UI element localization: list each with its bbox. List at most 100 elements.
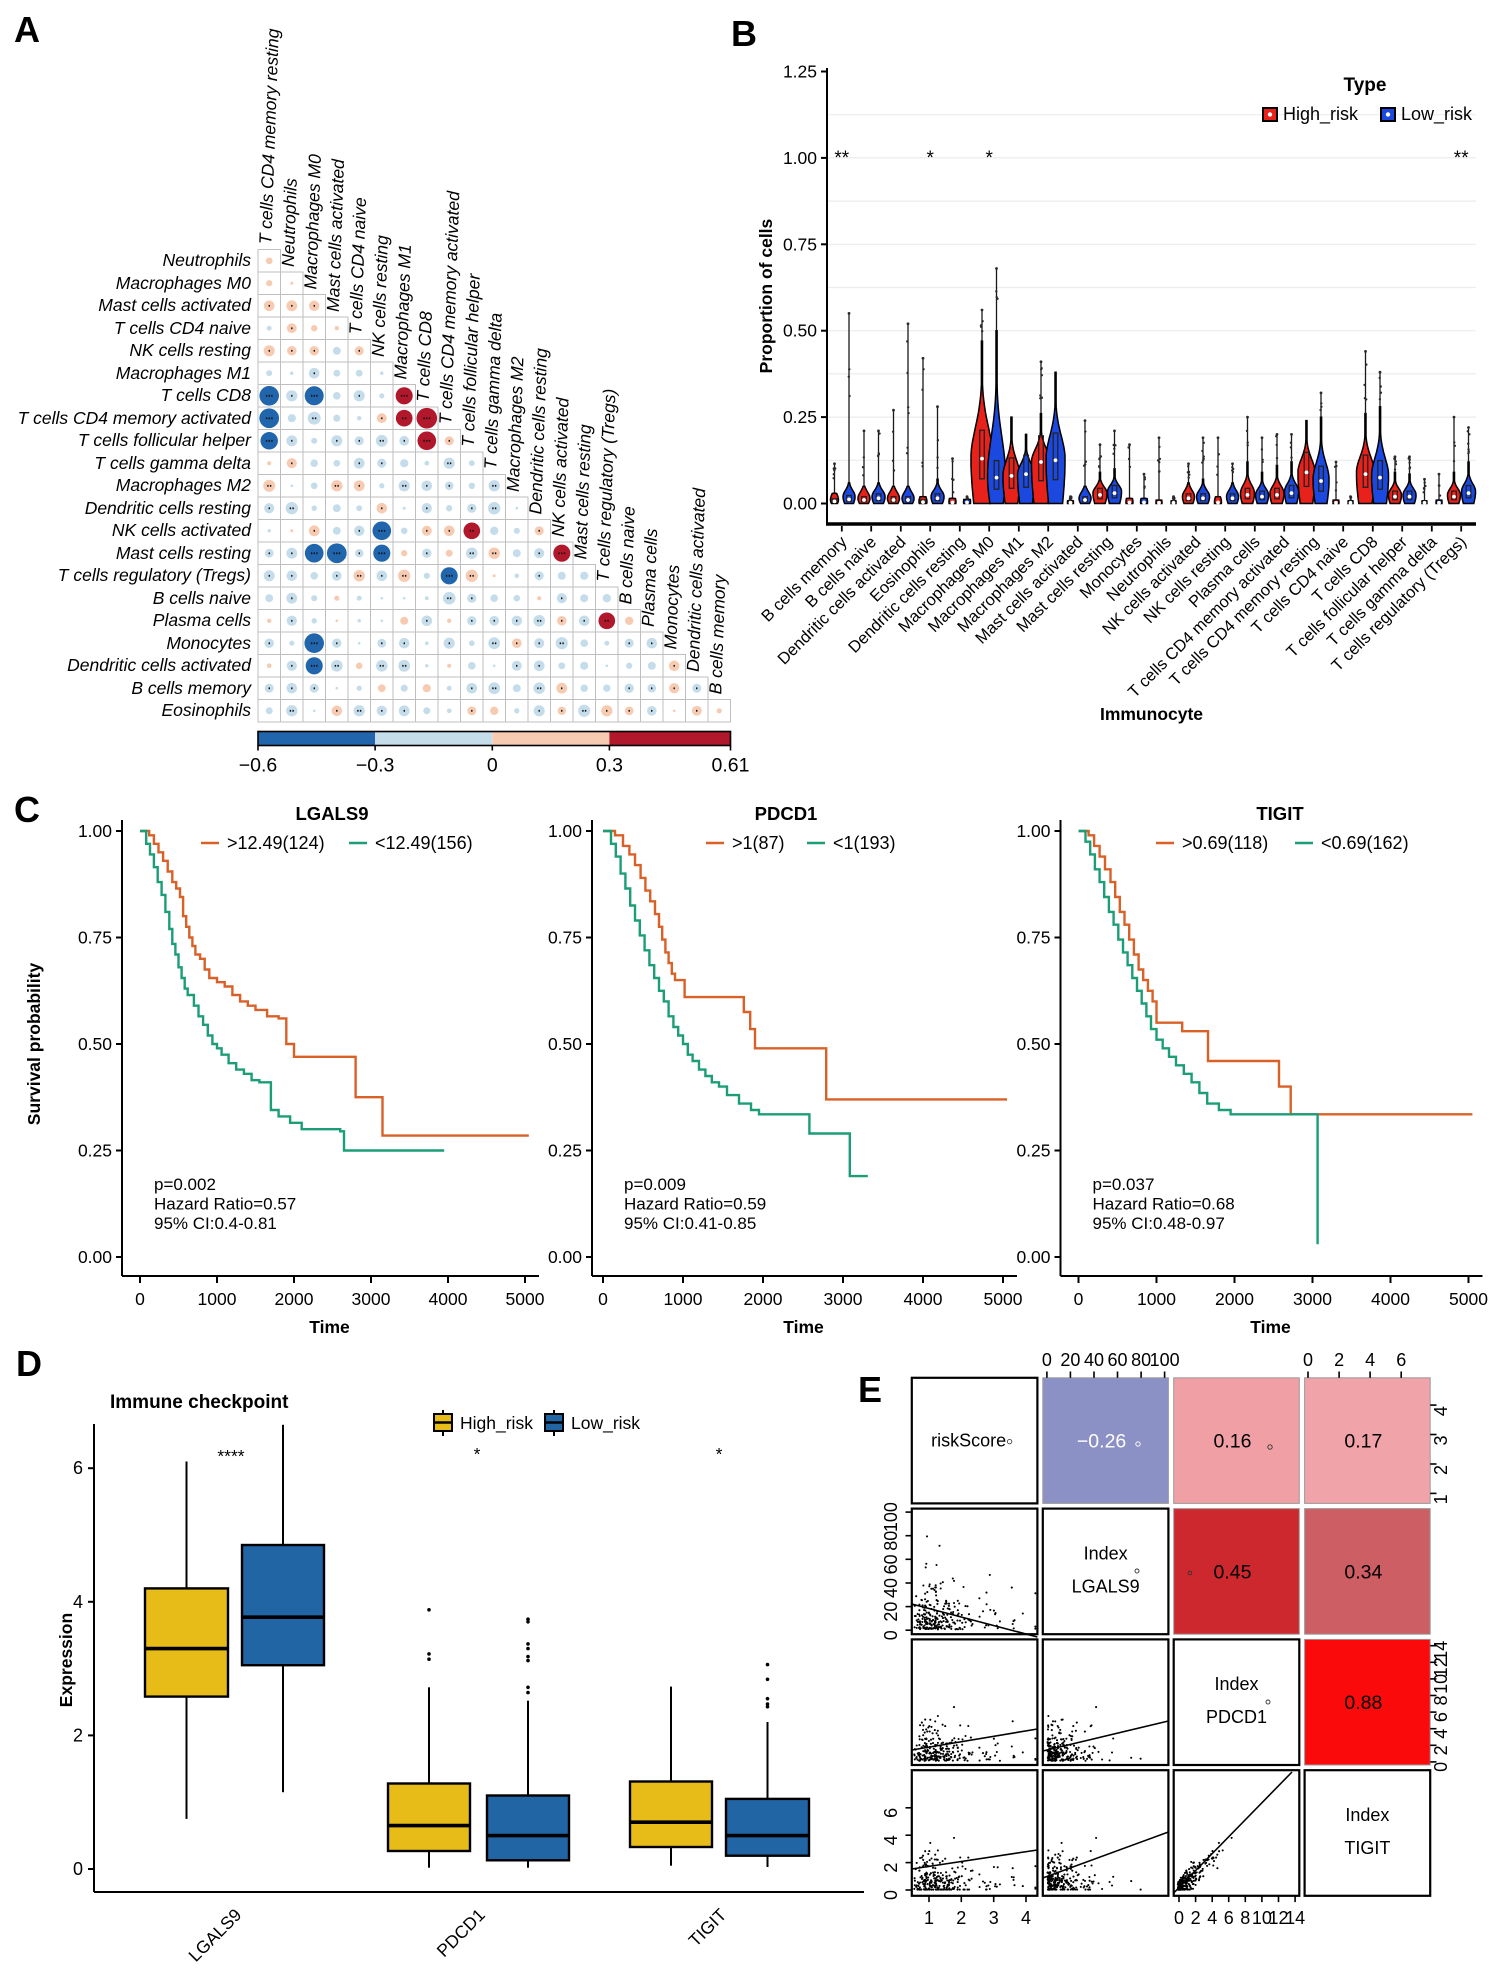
svg-text:PDCD1: PDCD1 bbox=[1206, 1707, 1267, 1727]
svg-text:Index: Index bbox=[1214, 1674, 1258, 1694]
svg-text:40: 40 bbox=[1084, 1350, 1104, 1370]
svg-text:0.25: 0.25 bbox=[1016, 1141, 1050, 1161]
svg-text:2000: 2000 bbox=[744, 1289, 783, 1309]
svg-text:5000: 5000 bbox=[984, 1289, 1023, 1309]
svg-text:6: 6 bbox=[73, 1458, 83, 1478]
svg-text:Mast cells activated: Mast cells activated bbox=[323, 158, 348, 313]
svg-text:*: * bbox=[716, 1444, 723, 1464]
svg-text:Type: Type bbox=[1344, 75, 1387, 96]
svg-text:0.34: 0.34 bbox=[1344, 1561, 1382, 1583]
svg-text:10: 10 bbox=[1431, 1674, 1451, 1694]
svg-text:0: 0 bbox=[1303, 1350, 1313, 1370]
svg-text:B cells naive: B cells naive bbox=[615, 506, 638, 605]
svg-text:LGALS9: LGALS9 bbox=[1072, 1576, 1140, 1596]
svg-text:10: 10 bbox=[1252, 1908, 1272, 1928]
svg-text:1: 1 bbox=[924, 1908, 934, 1928]
svg-text:14: 14 bbox=[1285, 1908, 1305, 1928]
svg-text:NK cells activated: NK cells activated bbox=[112, 520, 252, 540]
svg-text:Macrophages M2: Macrophages M2 bbox=[503, 356, 528, 492]
svg-text:>1(87): >1(87) bbox=[732, 833, 785, 853]
svg-text:2: 2 bbox=[1431, 1465, 1451, 1475]
svg-text:4: 4 bbox=[1021, 1908, 1031, 1928]
svg-text:Macrophages M2: Macrophages M2 bbox=[116, 475, 251, 495]
svg-text:NK cells resting: NK cells resting bbox=[129, 340, 251, 360]
svg-text:4: 4 bbox=[1431, 1406, 1451, 1416]
svg-text:LGALS9: LGALS9 bbox=[184, 1905, 245, 1966]
svg-text:5000: 5000 bbox=[506, 1289, 545, 1309]
svg-text:B cells memory: B cells memory bbox=[705, 573, 729, 694]
svg-text:Expression: Expression bbox=[56, 1613, 76, 1707]
svg-text:Dendritic cells activated: Dendritic cells activated bbox=[683, 486, 709, 672]
svg-text:4: 4 bbox=[1207, 1908, 1217, 1928]
svg-text:Time: Time bbox=[783, 1317, 824, 1337]
svg-text:Macrophages M1: Macrophages M1 bbox=[390, 244, 415, 380]
svg-text:<0.69(162): <0.69(162) bbox=[1321, 833, 1409, 853]
svg-text:Dendritic cells resting: Dendritic cells resting bbox=[85, 498, 252, 518]
svg-text:0.00: 0.00 bbox=[548, 1247, 582, 1267]
svg-text:Mast cells resting: Mast cells resting bbox=[116, 543, 251, 563]
svg-text:Immunocyte: Immunocyte bbox=[1100, 704, 1203, 724]
svg-text:T cells follicular helper: T cells follicular helper bbox=[458, 272, 484, 447]
svg-text:T cells CD8: T cells CD8 bbox=[161, 385, 252, 405]
svg-text:TIGIT: TIGIT bbox=[1344, 1838, 1390, 1858]
svg-text:LGALS9: LGALS9 bbox=[296, 803, 369, 824]
svg-text:0.16: 0.16 bbox=[1214, 1431, 1252, 1453]
svg-text:Hazard Ratio=0.68: Hazard Ratio=0.68 bbox=[1093, 1195, 1235, 1214]
svg-text:0.75: 0.75 bbox=[783, 234, 817, 254]
svg-text:Mast cells activated: Mast cells activated bbox=[98, 295, 252, 315]
svg-text:0.25: 0.25 bbox=[548, 1141, 582, 1161]
svg-text:20: 20 bbox=[1060, 1350, 1080, 1370]
svg-text:1000: 1000 bbox=[1137, 1289, 1176, 1309]
svg-text:Neutrophils: Neutrophils bbox=[278, 178, 301, 267]
svg-text:>0.69(118): >0.69(118) bbox=[1182, 833, 1268, 853]
svg-text:100: 100 bbox=[881, 1502, 901, 1532]
svg-text:**: ** bbox=[1454, 148, 1469, 169]
svg-text:4000: 4000 bbox=[429, 1289, 468, 1309]
svg-text:0.45: 0.45 bbox=[1214, 1561, 1252, 1583]
svg-text:0.50: 0.50 bbox=[548, 1034, 582, 1054]
svg-text:T cells regulatory (Tregs): T cells regulatory (Tregs) bbox=[593, 388, 620, 582]
svg-text:0.61: 0.61 bbox=[712, 755, 750, 777]
svg-text:14: 14 bbox=[1431, 1641, 1451, 1661]
svg-text:2: 2 bbox=[1334, 1350, 1344, 1370]
svg-text:T cells follicular helper: T cells follicular helper bbox=[78, 430, 252, 450]
svg-text:4: 4 bbox=[881, 1835, 901, 1845]
svg-text:2000: 2000 bbox=[275, 1289, 314, 1309]
svg-text:−0.3: −0.3 bbox=[356, 755, 395, 777]
svg-text:0: 0 bbox=[73, 1859, 83, 1879]
svg-text:Neutrophils: Neutrophils bbox=[162, 250, 251, 270]
svg-text:1.00: 1.00 bbox=[783, 148, 817, 168]
svg-text:80: 80 bbox=[881, 1531, 901, 1551]
svg-text:Monocytes: Monocytes bbox=[166, 633, 251, 653]
svg-text:4: 4 bbox=[1365, 1350, 1375, 1370]
svg-text:6: 6 bbox=[1224, 1908, 1234, 1928]
svg-text:<12.49(156): <12.49(156) bbox=[375, 833, 473, 853]
svg-text:T cells gamma delta: T cells gamma delta bbox=[480, 312, 505, 469]
svg-text:T cells CD4 memory activated: T cells CD4 memory activated bbox=[18, 408, 253, 428]
svg-text:Survival probability: Survival probability bbox=[24, 963, 44, 1126]
svg-text:A: A bbox=[14, 9, 40, 50]
svg-text:Low_risk: Low_risk bbox=[1401, 104, 1473, 125]
svg-text:20: 20 bbox=[881, 1602, 901, 1622]
svg-text:0: 0 bbox=[487, 755, 498, 777]
svg-text:3000: 3000 bbox=[824, 1289, 863, 1309]
svg-text:C: C bbox=[14, 789, 40, 830]
svg-text:6: 6 bbox=[1431, 1712, 1451, 1722]
svg-text:T cells CD4 naive: T cells CD4 naive bbox=[114, 318, 251, 338]
svg-text:Macrophages M0: Macrophages M0 bbox=[300, 154, 325, 290]
svg-text:p=0.002: p=0.002 bbox=[154, 1175, 216, 1194]
svg-text:0: 0 bbox=[598, 1289, 608, 1309]
svg-text:1: 1 bbox=[1431, 1494, 1451, 1504]
svg-text:E: E bbox=[858, 1369, 882, 1410]
svg-text:Plasma cells: Plasma cells bbox=[638, 528, 661, 627]
svg-text:B: B bbox=[731, 13, 757, 54]
svg-text:95% CI:0.41-0.85: 95% CI:0.41-0.85 bbox=[624, 1214, 756, 1233]
svg-text:95% CI:0.4-0.81: 95% CI:0.4-0.81 bbox=[154, 1214, 277, 1233]
svg-text:0: 0 bbox=[1174, 1908, 1184, 1928]
svg-text:100: 100 bbox=[1150, 1350, 1180, 1370]
svg-text:PDCD1: PDCD1 bbox=[755, 803, 818, 824]
svg-text:0.50: 0.50 bbox=[1016, 1034, 1050, 1054]
svg-text:12: 12 bbox=[1431, 1657, 1451, 1677]
svg-text:Hazard Ratio=0.57: Hazard Ratio=0.57 bbox=[154, 1195, 296, 1214]
svg-text:2: 2 bbox=[956, 1908, 966, 1928]
